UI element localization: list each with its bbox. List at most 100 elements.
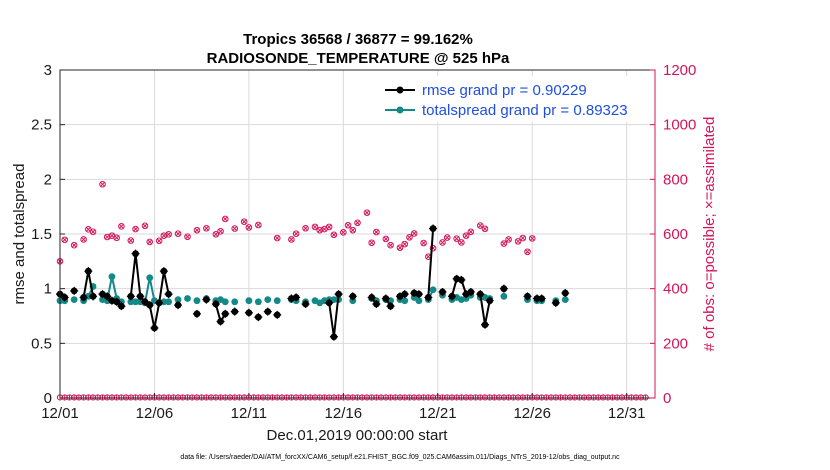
legend-rmse-label: rmse grand pr = 0.90229 — [422, 82, 587, 99]
spread-point — [264, 296, 272, 303]
obs-possible-marker — [193, 226, 201, 234]
rmse-star-marker — [254, 313, 263, 322]
obs-possible-marker — [245, 224, 253, 231]
obs-assimilated-marker — [439, 239, 446, 246]
y-left-tick-label: 2 — [44, 171, 52, 188]
rmse-star-marker — [70, 286, 79, 295]
obs-possible-marker — [231, 225, 239, 232]
obs-possible-marker — [113, 234, 120, 242]
obs-assimilated-marker — [99, 181, 106, 187]
y-right-tick-label: 0 — [663, 390, 671, 407]
obs-assimilated-marker — [90, 229, 96, 235]
rmse-star-marker — [221, 309, 230, 318]
obs-possible-marker — [240, 218, 248, 225]
obs-possible-marker — [476, 222, 484, 229]
legend-rmse-marker — [396, 86, 404, 94]
rmse-star-marker — [164, 290, 173, 299]
legend-spread-marker — [396, 106, 404, 114]
obs-assimilated-marker — [156, 238, 162, 244]
obs-assimilated-marker — [397, 245, 403, 251]
obs-assimilated-marker — [515, 238, 521, 244]
obs-assimilated-marker — [520, 235, 526, 241]
data-file-footnote: data file: /Users/raeder/DAI/ATM_forcXX/… — [180, 454, 620, 461]
obs-possible-marker — [514, 238, 522, 245]
obs-possible-marker — [118, 223, 125, 230]
rmse-star-marker — [211, 299, 220, 308]
obs-possible-marker — [396, 244, 404, 251]
legend: rmse grand pr = 0.90229 totalspread gran… — [375, 76, 647, 122]
obs-assimilated-marker — [321, 226, 327, 232]
obs-possible-marker — [221, 215, 229, 223]
legend-box — [375, 76, 647, 122]
obs-assimilated-marker — [506, 236, 512, 243]
rmse-star-marker — [523, 292, 532, 301]
rmse-star-marker — [60, 293, 69, 302]
obs-possible-marker — [387, 241, 394, 249]
obs-assimilated-marker — [402, 241, 408, 247]
obs-assimilated-marker — [118, 223, 124, 229]
obs-possible-marker — [89, 228, 97, 236]
rmse-star-marker — [429, 224, 438, 233]
obs-assimilated-marker — [458, 239, 464, 246]
obs-assimilated-marker — [340, 229, 346, 235]
spread-point — [561, 296, 569, 303]
obs-possible-marker — [528, 235, 536, 242]
obs-possible-marker — [273, 234, 281, 242]
y-left-tick-label: 1.5 — [31, 226, 52, 243]
rmse-star-marker — [145, 301, 154, 310]
obs-possible-marker — [363, 209, 371, 216]
y-right-tick-label: 600 — [663, 226, 688, 243]
obs-assimilated-marker — [175, 231, 181, 237]
rmse-star-marker — [174, 301, 183, 310]
spread-point — [108, 273, 116, 281]
y-right-tick-label: 1000 — [663, 117, 696, 134]
obs-possible-marker — [429, 244, 437, 252]
obs-possible-marker — [316, 226, 324, 234]
rmse-star-marker — [244, 308, 253, 317]
obs-possible-marker — [325, 223, 333, 231]
spread-point — [127, 298, 135, 306]
obs-possible-marker — [255, 221, 262, 229]
obs-possible-marker — [401, 240, 409, 248]
y-left-tick-label: 3 — [44, 62, 52, 79]
obs-assimilated-marker — [331, 232, 337, 238]
obs-assimilated-marker — [303, 225, 309, 231]
obs-possible-marker — [141, 222, 149, 230]
x-tick-label: 12/31 — [608, 405, 646, 422]
obs-possible-marker — [203, 224, 210, 232]
rmse-star-marker — [348, 292, 357, 301]
spread-point — [273, 297, 281, 305]
spread-point — [165, 298, 173, 306]
obs-possible-marker — [458, 239, 465, 246]
obs-possible-marker — [212, 230, 220, 238]
rmse-star-marker — [386, 302, 395, 311]
rmse-star-marker — [325, 298, 334, 307]
y-left-tick-label: 2.5 — [31, 117, 52, 134]
spread-point — [193, 297, 201, 305]
rmse-star-marker — [476, 290, 485, 299]
obs-possible-marker — [146, 238, 154, 246]
obs-assimilated-marker — [350, 227, 356, 233]
obs-assimilated-marker — [482, 226, 488, 232]
obs-possible-marker — [481, 225, 489, 233]
obs-possible-marker — [453, 235, 460, 242]
rmse-star-marker — [499, 284, 508, 293]
obs-assimilated-marker — [222, 216, 228, 222]
rmse-star-marker — [84, 267, 93, 276]
spread-point — [146, 274, 154, 282]
rmse-star-marker — [457, 275, 466, 284]
rmse-star-marker — [334, 290, 343, 299]
y-right-tick-label: 200 — [663, 335, 688, 352]
obs-assimilated-marker — [114, 235, 120, 241]
spread-point — [401, 297, 409, 305]
obs-assimilated-marker — [383, 236, 389, 242]
rmse-star-marker — [329, 332, 338, 341]
obs-assimilated-marker — [255, 222, 261, 228]
obs-assimilated-marker — [364, 210, 370, 216]
spread-point — [500, 292, 508, 300]
obs-assimilated-marker — [288, 236, 294, 243]
obs-assimilated-marker — [524, 249, 531, 255]
obs-assimilated-marker — [354, 220, 361, 226]
rmse-star-marker — [367, 293, 376, 302]
